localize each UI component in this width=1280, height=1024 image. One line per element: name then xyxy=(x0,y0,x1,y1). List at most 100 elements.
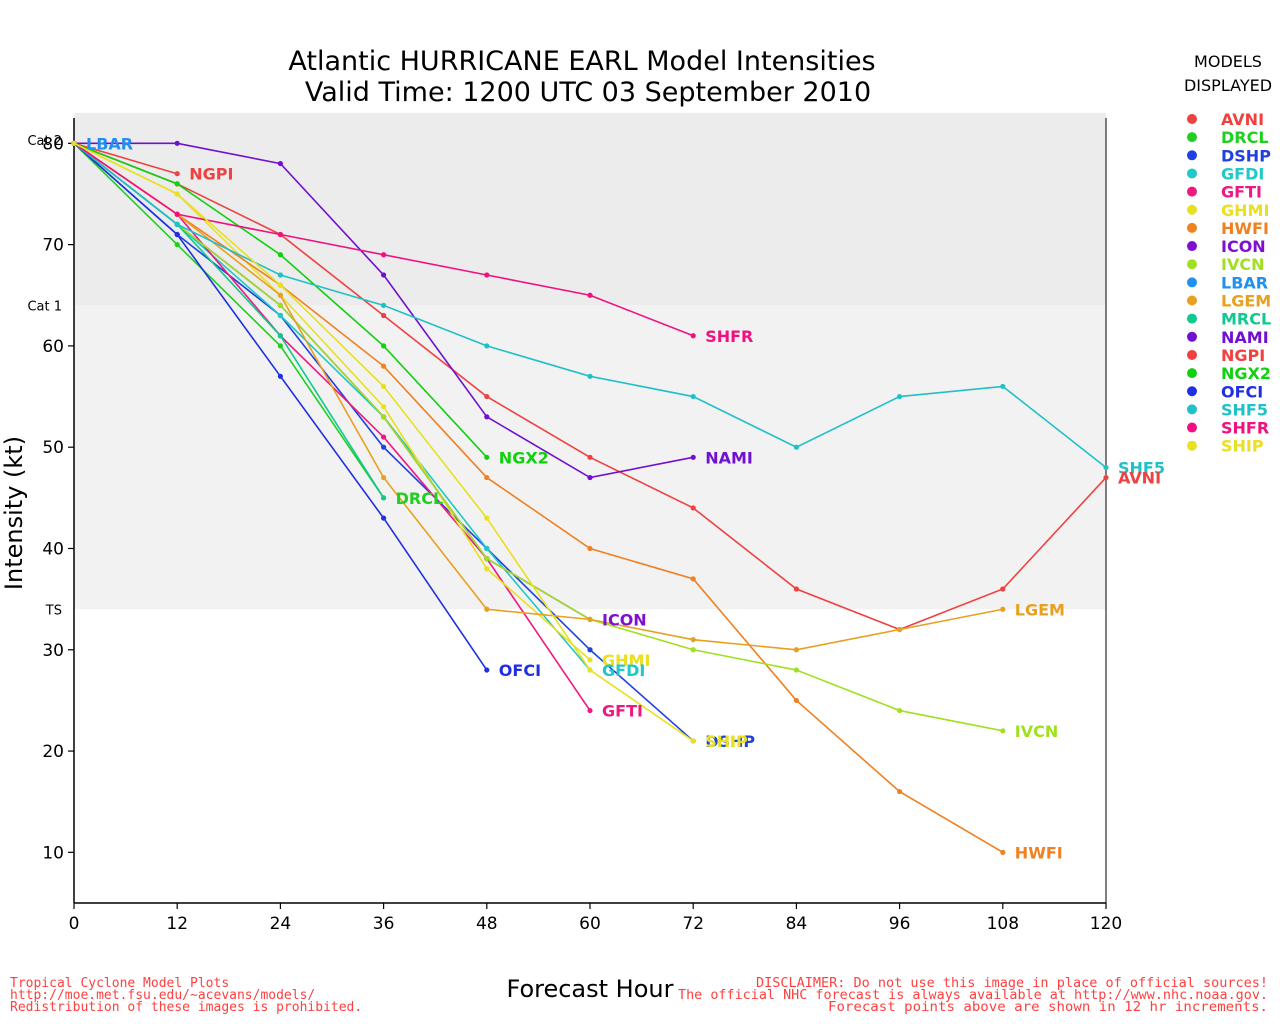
legend-label-icon: ICON xyxy=(1221,237,1266,256)
data-point-shf5 xyxy=(174,221,180,227)
legend-marker-dshp xyxy=(1187,150,1197,161)
data-point-hwfi xyxy=(1000,849,1006,855)
legend-marker-ghmi xyxy=(1187,204,1197,215)
legend-marker-avni xyxy=(1187,114,1197,124)
threshold-label: Cat 1 xyxy=(27,299,62,314)
end-label-ivcn: IVCN xyxy=(1015,722,1058,741)
legend-label-ivcn: IVCN xyxy=(1221,255,1264,274)
legend-marker-drcl xyxy=(1187,132,1197,143)
data-point-shfr xyxy=(587,292,593,298)
data-point-shfr xyxy=(277,231,283,238)
legend-title-line2: DISPLAYED xyxy=(1184,76,1272,95)
data-point-ship xyxy=(71,140,77,146)
end-label-ofci: OFCI xyxy=(499,661,541,680)
data-point-hwfi xyxy=(690,576,696,582)
data-point-shf5 xyxy=(1103,464,1109,471)
legend-label-shfr: SHFR xyxy=(1221,419,1269,438)
legend-marker-lgem xyxy=(1187,295,1197,306)
footer-right-line3: Forecast points above are shown in 12 hr… xyxy=(828,1000,1268,1015)
legend-marker-ngx2 xyxy=(1187,368,1197,379)
legend-marker-mrcl xyxy=(1187,313,1197,324)
series-line-ngpi xyxy=(73,142,178,175)
data-point-gfdi xyxy=(277,312,283,319)
legend-label-mrcl: MRCL xyxy=(1221,310,1271,329)
x-tick-label: 60 xyxy=(579,914,601,934)
data-point-ngx2 xyxy=(484,454,490,460)
data-point-nami xyxy=(174,140,180,146)
legend-label-gfti: GFTI xyxy=(1221,183,1262,202)
x-tick-label: 48 xyxy=(476,914,498,934)
legend-marker-gfdi xyxy=(1187,168,1197,179)
data-point-ivcn xyxy=(793,667,800,673)
data-point-ngx2 xyxy=(381,343,387,349)
data-point-nami xyxy=(484,414,490,420)
data-point-gfti xyxy=(587,707,593,714)
data-point-shf5 xyxy=(381,302,387,308)
series-ship xyxy=(71,140,696,744)
data-point-dshp xyxy=(587,647,593,653)
data-point-dshp xyxy=(381,444,387,450)
legend-label-shf5: SHF5 xyxy=(1221,400,1268,419)
data-point-lgem xyxy=(1000,606,1006,612)
data-point-ivcn xyxy=(897,707,903,714)
data-point-hwfi xyxy=(587,545,593,552)
data-point-hwfi xyxy=(897,788,903,795)
data-point-avni xyxy=(587,454,593,460)
data-point-ofci xyxy=(174,231,180,238)
data-point-nami xyxy=(277,160,283,167)
y-tick-label: 20 xyxy=(42,742,64,762)
footer-left-line1: Tropical Cyclone Model Plots xyxy=(10,976,229,991)
end-label-avni: AVNI xyxy=(1118,469,1161,488)
data-point-nami xyxy=(587,474,593,481)
legend-marker-shf5 xyxy=(1187,404,1197,415)
data-point-gfti xyxy=(381,434,387,440)
legend-marker-lbar xyxy=(1187,277,1197,288)
end-label-lgem: LGEM xyxy=(1015,600,1065,619)
data-point-hwfi xyxy=(484,474,490,481)
legend-label-dshp: DSHP xyxy=(1221,146,1271,165)
end-label-ngx2: NGX2 xyxy=(499,448,549,467)
end-label-shfr: SHFR xyxy=(705,327,753,346)
data-point-ivcn xyxy=(1000,728,1006,734)
legend-label-hwfi: HWFI xyxy=(1221,219,1269,238)
footer-left-line3: Redistribution of these images is prohib… xyxy=(10,1000,362,1015)
legend-marker-ngpi xyxy=(1187,349,1197,360)
end-label-hwfi: HWFI xyxy=(1015,843,1063,862)
data-point-ofci xyxy=(277,373,283,379)
y-tick-label: 50 xyxy=(42,438,64,458)
legend-label-nami: NAMI xyxy=(1221,328,1269,347)
cat1-band xyxy=(74,112,1106,306)
data-point-shfr xyxy=(174,211,180,217)
threshold-label: Cat 2 xyxy=(27,134,62,149)
legend-marker-icon xyxy=(1187,241,1197,252)
data-point-shf5 xyxy=(587,373,593,379)
legend-label-ngpi: NGPI xyxy=(1221,346,1265,365)
chart-title-line2: Valid Time: 1200 UTC 03 September 2010 xyxy=(305,77,871,108)
data-point-avni xyxy=(1103,474,1109,481)
data-point-drcl xyxy=(174,242,180,248)
data-point-shf5 xyxy=(793,444,800,450)
legend-marker-ship xyxy=(1187,440,1197,451)
legend-marker-hwfi xyxy=(1187,222,1197,233)
data-point-lgem xyxy=(381,474,387,481)
footer-left-line2: http://moe.met.fsu.edu/~acevans/models/ xyxy=(10,988,315,1003)
legend-marker-ivcn xyxy=(1187,259,1197,270)
series-line-lgem xyxy=(73,142,1003,651)
legend-marker-shfr xyxy=(1187,422,1197,433)
data-point-mrcl xyxy=(381,495,387,501)
data-point-ofci xyxy=(381,515,387,521)
legend-marker-nami xyxy=(1187,331,1197,342)
data-point-nami xyxy=(690,454,696,460)
end-label-gfdi: GFDI xyxy=(602,661,645,680)
y-tick-label: 80 xyxy=(42,134,64,154)
y-tick-label: 40 xyxy=(42,539,64,559)
end-label-icon: ICON xyxy=(602,610,647,629)
legend-label-lgem: LGEM xyxy=(1221,292,1271,311)
data-point-ofci xyxy=(484,667,490,673)
x-tick-label: 120 xyxy=(1090,914,1122,934)
legend-label-lbar: LBAR xyxy=(1221,273,1268,292)
data-point-avni xyxy=(484,393,490,400)
data-point-lgem xyxy=(277,292,283,298)
footer-right-line1: DISCLAIMER: Do not use this image in pla… xyxy=(756,976,1268,991)
data-point-lgem xyxy=(587,616,593,622)
